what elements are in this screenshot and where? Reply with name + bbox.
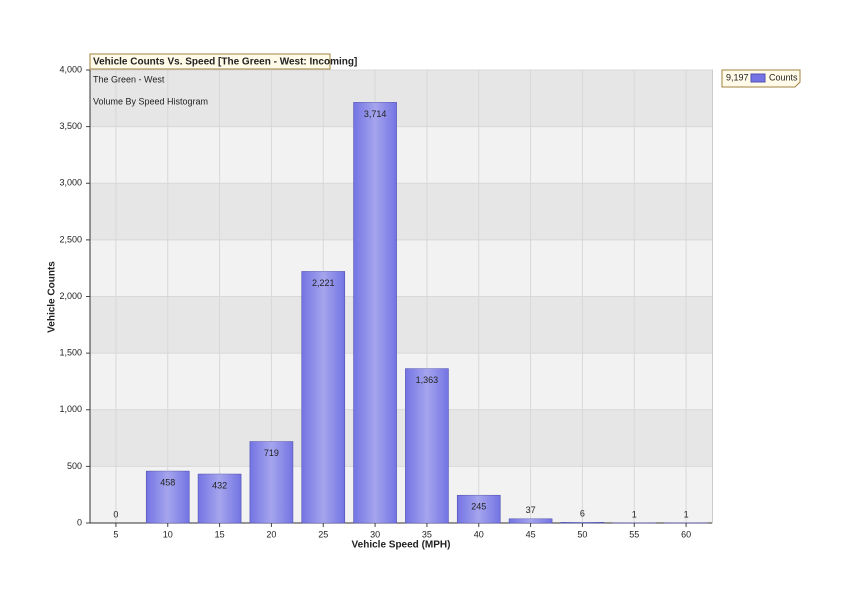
grid-band [90,183,712,240]
annotation: Volume By Speed Histogram [93,96,208,106]
value-label: 0 [113,509,118,519]
bar-shine [198,474,242,523]
bar-shine [560,522,604,523]
bar-shine [301,271,345,523]
x-tick-label: 40 [474,529,484,539]
value-label: 3,714 [364,109,387,119]
x-tick-label: 45 [526,529,536,539]
subtitle: The Green - West [93,74,165,84]
value-label: 37 [526,505,536,515]
y-tick-label: 1,000 [59,404,82,414]
value-label: 245 [471,502,486,512]
title-box [89,53,331,70]
bar-shine [457,495,501,523]
x-tick-label: 25 [318,529,328,539]
x-tick-label: 5 [113,529,118,539]
legend-swatch [750,73,766,83]
grid-band [90,466,712,523]
grid-band [90,126,712,184]
y-axis-label: Vehicle Counts [47,261,58,333]
x-tick-label: 10 [163,529,173,539]
y-tick-label: 4,000 [59,64,82,74]
bar-shine [405,368,449,523]
value-label: 432 [212,480,227,490]
bar-shine [249,441,293,523]
x-tick-label: 60 [681,529,691,539]
grid-band [90,296,712,354]
y-tick-label: 500 [67,461,82,471]
chart-title: Vehicle Counts Vs. Speed [The Green - We… [93,57,357,68]
value-label: 1,363 [416,375,439,385]
value-label: 719 [264,448,279,458]
value-label: 458 [160,478,175,488]
y-tick-label: 1,500 [59,348,82,358]
x-tick-label: 20 [266,529,276,539]
x-tick-label: 15 [215,529,225,539]
grid-band [90,70,712,127]
y-tick-label: 0 [77,517,82,527]
value-label: 2,221 [312,278,335,288]
value-label: 1 [684,509,689,519]
legend-total: 9,197 [726,72,749,82]
y-tick-label: 3,500 [59,121,82,131]
y-tick-label: 2,500 [59,234,82,244]
x-tick-label: 35 [422,529,432,539]
grid-band [90,353,712,410]
x-tick-label: 50 [577,529,587,539]
y-tick-label: 3,000 [59,178,82,188]
x-tick-label: 30 [370,529,380,539]
x-tick-label: 55 [629,529,639,539]
grid-band [90,239,712,297]
y-tick-label: 2,000 [59,291,82,301]
bar-shine [509,518,553,523]
value-label: 6 [580,509,585,519]
legend-label: Counts [769,72,798,82]
bar-shine [353,102,397,524]
bar-shine [146,471,190,523]
grid-band [90,409,712,467]
x-axis-label: Vehicle Speed (MPH) [352,540,451,551]
value-label: 1 [632,509,637,519]
